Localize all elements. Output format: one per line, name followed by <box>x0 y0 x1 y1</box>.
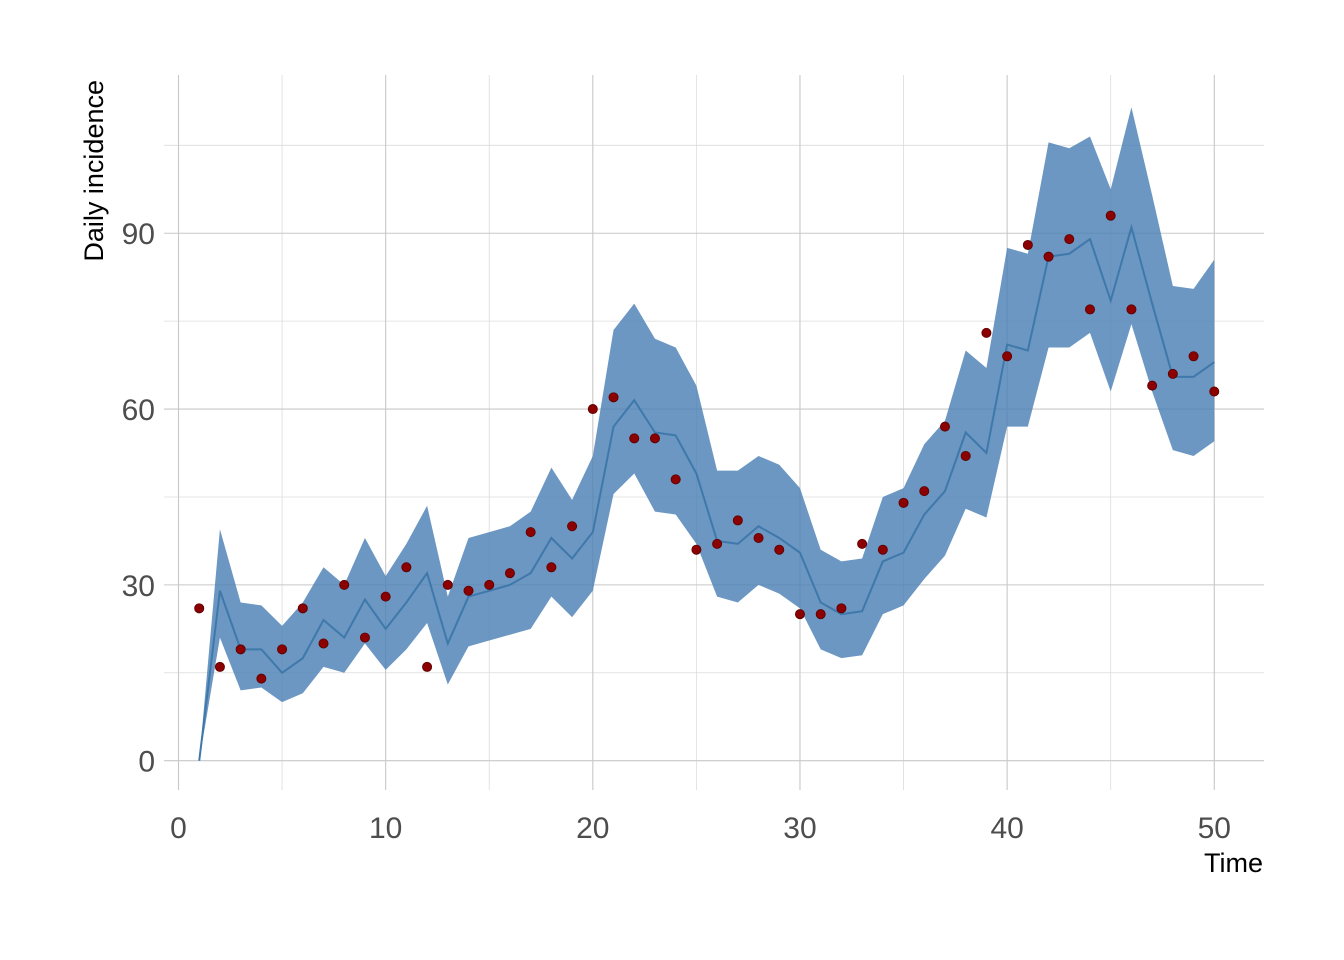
data-point <box>277 644 288 655</box>
data-point <box>546 562 557 573</box>
data-point <box>898 497 909 508</box>
data-point <box>939 421 950 432</box>
data-point <box>753 532 764 543</box>
data-point <box>504 568 515 579</box>
confidence-band-layer <box>199 107 1215 761</box>
data-point <box>1043 251 1054 262</box>
data-point <box>732 515 743 526</box>
data-point <box>256 673 267 684</box>
data-point <box>567 521 578 532</box>
x-axis-title: Time <box>1204 848 1263 878</box>
observed-points-layer <box>194 210 1220 684</box>
data-point <box>1188 351 1199 362</box>
data-point <box>1084 304 1095 315</box>
data-point <box>442 579 453 590</box>
data-point <box>919 486 930 497</box>
x-tick-label: 40 <box>990 812 1023 845</box>
data-point <box>1167 368 1178 379</box>
data-point <box>1064 234 1075 245</box>
data-point <box>484 579 495 590</box>
data-point <box>359 632 370 643</box>
data-point <box>649 433 660 444</box>
data-point <box>1105 210 1116 221</box>
x-tick-label: 0 <box>170 812 187 845</box>
data-point <box>214 661 225 672</box>
data-point <box>422 661 433 672</box>
data-point <box>235 644 246 655</box>
data-point <box>960 450 971 461</box>
data-point <box>857 538 868 549</box>
data-point <box>629 433 640 444</box>
data-point <box>836 603 847 614</box>
data-point <box>608 392 619 403</box>
data-point <box>1022 239 1033 250</box>
x-tick-label: 10 <box>369 812 402 845</box>
median-line <box>198 223 1215 761</box>
data-point <box>670 474 681 485</box>
y-tick-label: 60 <box>122 394 155 427</box>
data-point <box>774 544 785 555</box>
y-tick-label: 30 <box>122 570 155 603</box>
y-tick-label: 0 <box>138 746 155 779</box>
data-point <box>794 609 805 620</box>
data-point <box>587 404 598 415</box>
data-point <box>318 638 329 649</box>
data-point <box>297 603 308 614</box>
data-point <box>463 585 474 596</box>
data-point <box>815 609 826 620</box>
data-point <box>525 527 536 538</box>
data-point <box>1126 304 1137 315</box>
x-tick-label: 50 <box>1198 812 1231 845</box>
tick-labels: 0 10 20 30 40 50 0 30 60 90 <box>122 218 1231 845</box>
confidence-band <box>199 107 1215 761</box>
data-point <box>1209 386 1220 397</box>
data-point <box>1002 351 1013 362</box>
y-tick-label: 90 <box>122 218 155 251</box>
data-point <box>380 591 391 602</box>
data-point <box>194 603 205 614</box>
median-line-layer <box>198 223 1215 761</box>
data-point <box>401 562 412 573</box>
data-point <box>877 544 888 555</box>
x-tick-label: 20 <box>576 812 609 845</box>
data-point <box>981 327 992 338</box>
data-point <box>691 544 702 555</box>
x-tick-label: 30 <box>783 812 816 845</box>
data-point <box>339 579 350 590</box>
y-axis-title: Daily incidence <box>79 80 109 262</box>
data-point <box>712 538 723 549</box>
data-point <box>1147 380 1158 391</box>
